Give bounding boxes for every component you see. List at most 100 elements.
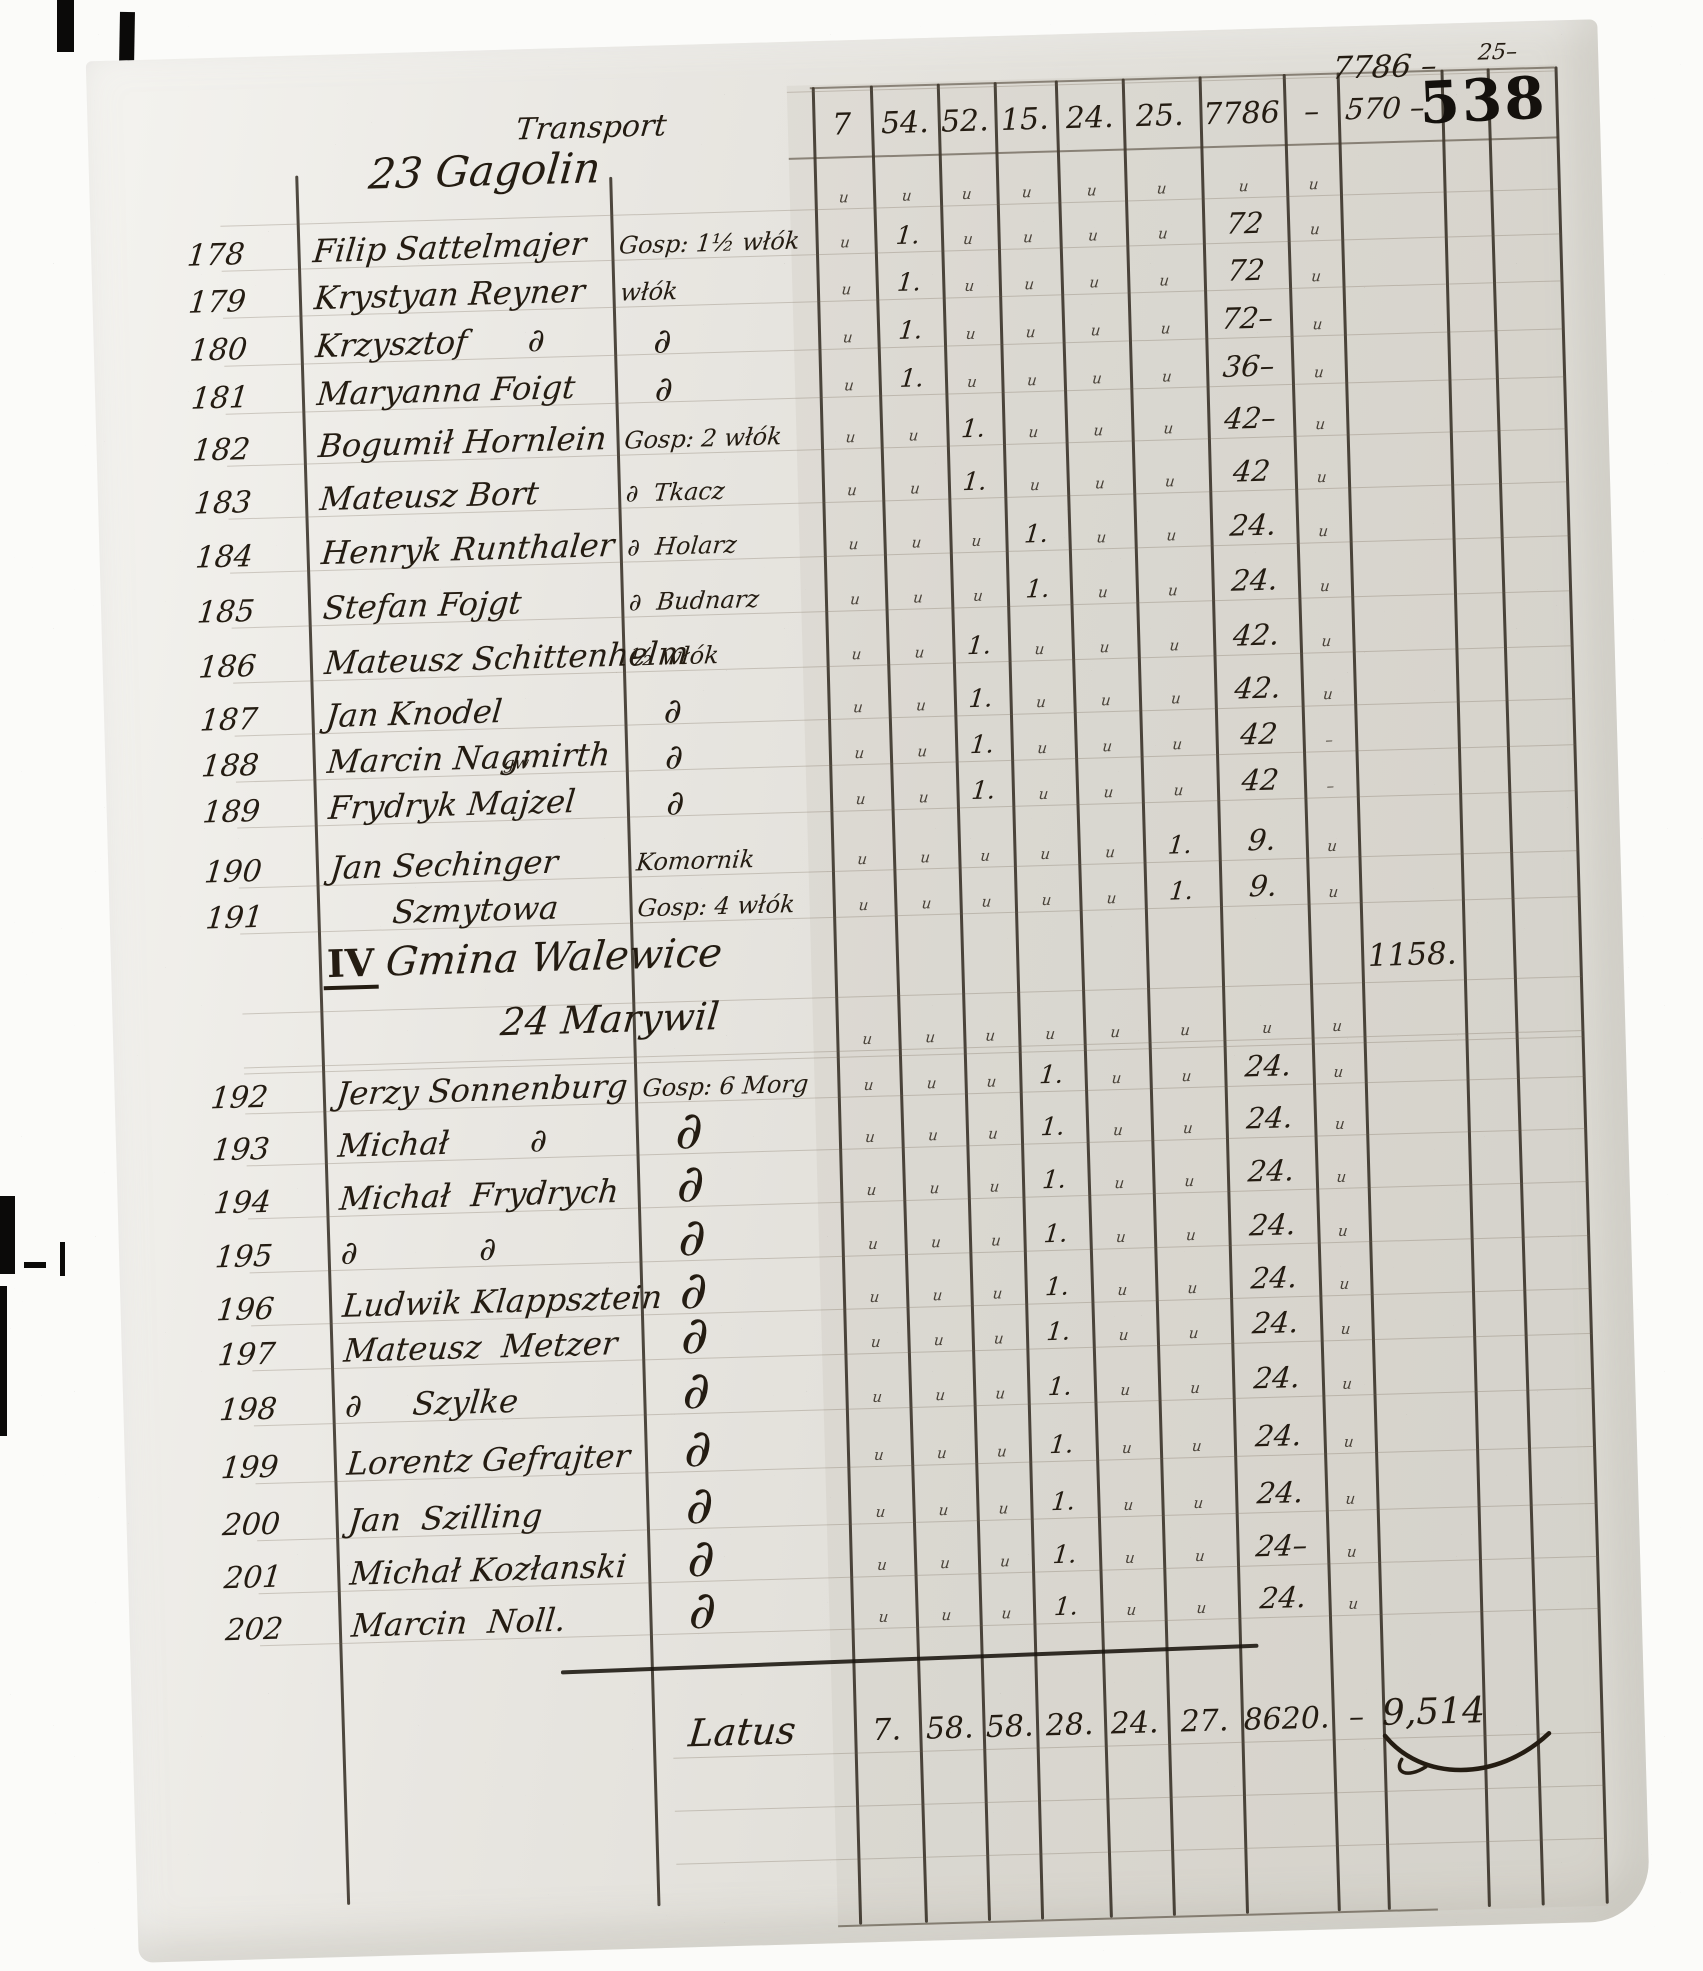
ditto-mark: u	[1194, 1546, 1206, 1566]
ditto-mark: u	[1191, 1436, 1203, 1456]
ditto-mark: u	[843, 376, 855, 395]
carry-dash: –	[1303, 94, 1320, 130]
amount-cell: 42	[1238, 716, 1280, 752]
ditto-mark: u	[847, 535, 860, 554]
amount-cell: 24.	[1258, 1579, 1308, 1616]
person-name: Bogumił Hornlein	[316, 419, 609, 466]
ditto-mark: u	[1186, 1278, 1199, 1298]
ditto-mark: u	[857, 895, 870, 915]
ditto-mark: u	[871, 1387, 884, 1407]
dash-cell: u	[1334, 1114, 1346, 1134]
occupation: ∂	[673, 1100, 706, 1162]
dash-cell: u	[1327, 882, 1340, 902]
ditto-mark: u	[937, 1500, 950, 1520]
ditto-mark: u	[1044, 1024, 1056, 1044]
occupation: Gosp: 1½ włók	[617, 226, 801, 260]
marginal-note: gw	[502, 753, 530, 775]
dash-cell: u	[1346, 1542, 1358, 1561]
amount-cell: 24–	[1254, 1527, 1309, 1564]
ditto-mark: u	[839, 233, 851, 252]
person-name: Jan Szilling	[346, 1496, 545, 1540]
occupation: ½ włók	[629, 640, 721, 672]
amount-cell: 72	[1224, 205, 1265, 241]
person-name: ∂ Szylke	[343, 1381, 520, 1425]
dash-cell: u	[1337, 1221, 1349, 1240]
ditto-mark: u	[1105, 889, 1118, 908]
ditto-mark: u	[1037, 784, 1050, 804]
ditto-mark: u	[1307, 175, 1320, 194]
tally-mark: 1.	[1046, 1371, 1074, 1402]
amount-cell: 42	[1240, 762, 1281, 798]
tally-mark: 1.	[897, 315, 924, 345]
ditto-mark: u	[924, 1028, 937, 1047]
ditto-mark: u	[876, 1555, 888, 1574]
ditto-mark: u	[987, 1124, 999, 1143]
occupation: ∂	[681, 1418, 715, 1480]
dash-cell: u	[1344, 1489, 1357, 1508]
ditto-mark: u	[936, 1443, 948, 1463]
amount-cell: 42.	[1233, 670, 1283, 706]
ditto-mark: u	[1180, 1066, 1193, 1086]
ditto-mark: u	[1124, 1548, 1136, 1568]
latus-total-15: 28.	[1045, 1706, 1094, 1744]
tally-mark: 1.	[1168, 875, 1195, 906]
carry-col-25: 25.	[1135, 97, 1185, 135]
tally-mark: 1.	[1024, 573, 1052, 604]
amount-cell: 24.	[1230, 562, 1280, 598]
tally-mark: 1.	[1039, 1111, 1067, 1142]
ditto-mark: u	[901, 186, 913, 205]
ditto-mark: u	[920, 894, 933, 913]
occupation: Gosp: 4 włók	[636, 889, 797, 923]
ditto-mark: u	[1238, 177, 1250, 196]
ditto-mark: u	[1192, 1493, 1205, 1513]
person-name: Henryk Runthaler	[319, 525, 616, 573]
row-number: 180	[188, 332, 249, 369]
row-number: 193	[210, 1131, 272, 1169]
dash-cell: u	[1338, 1274, 1351, 1293]
ditto-mark: u	[1029, 475, 1041, 495]
carry-col-24: 24.	[1065, 99, 1115, 137]
person-name: Stefan Fojgt	[321, 583, 524, 628]
person-name: Marcin Noll.	[349, 1600, 568, 1645]
person-name: Szmytowa	[329, 888, 561, 934]
ditto-mark: u	[1021, 183, 1033, 202]
amount-cell: 24.	[1248, 1207, 1298, 1243]
ditto-mark: u	[1170, 689, 1182, 708]
ditto-mark: u	[1162, 419, 1175, 438]
ditto-mark: u	[930, 1233, 942, 1252]
ditto-mark: u	[1122, 1495, 1135, 1515]
ditto-mark: u	[1116, 1280, 1129, 1300]
ditto-mark: u	[1026, 371, 1038, 390]
tally-mark: 1.	[1023, 518, 1050, 549]
row-number: 182	[191, 431, 252, 469]
row-number: 201	[222, 1559, 284, 1597]
tally-mark: 1.	[1042, 1218, 1070, 1249]
ditto-mark: u	[870, 1332, 882, 1352]
ditto-mark: u	[856, 849, 869, 869]
ruled-line	[674, 1784, 1605, 1812]
ditto-mark: u	[842, 328, 854, 347]
ditto-mark: u	[1109, 1022, 1121, 1042]
occupation: ∂	[664, 782, 687, 824]
totals-underline	[560, 1643, 1259, 1675]
ditto-mark: u	[1091, 369, 1103, 388]
ditto-mark: u	[1000, 1604, 1013, 1623]
row-number: 198	[217, 1391, 279, 1429]
gmina-carry-value: 1158.	[1367, 935, 1458, 975]
ditto-mark: u	[984, 1026, 997, 1045]
ditto-mark: u	[1033, 639, 1046, 659]
ditto-mark: u	[907, 426, 920, 445]
ditto-mark: u	[1110, 1068, 1123, 1088]
row-number: 190	[202, 853, 264, 891]
amount-cell: 24.	[1253, 1418, 1304, 1454]
ditto-mark: u	[1025, 323, 1037, 342]
person-name: Michał Kozłanski	[348, 1546, 629, 1593]
tally-mark: 1.	[960, 413, 987, 444]
ditto-mark: u	[1102, 783, 1115, 802]
occupation: włók	[619, 276, 680, 307]
dash-cell: u	[1341, 1374, 1353, 1393]
occupation: ∂	[676, 1207, 709, 1269]
ditto-mark: u	[1039, 844, 1051, 864]
tally-mark: 1.	[1051, 1539, 1079, 1570]
tally-mark: 1.	[1166, 829, 1194, 860]
